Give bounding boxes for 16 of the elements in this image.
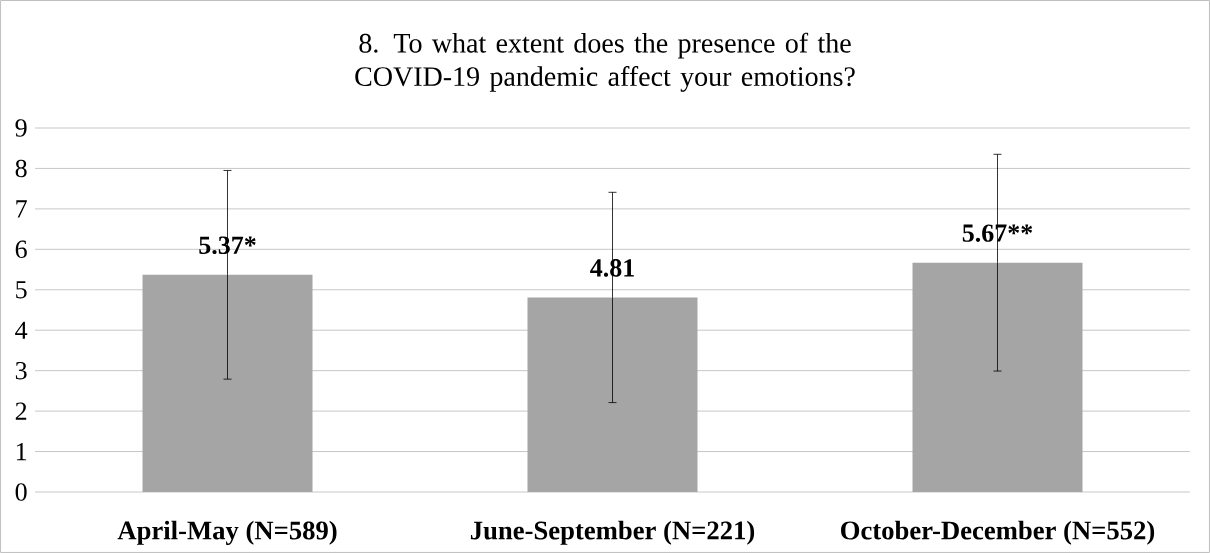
x-tick-label: October-December (N=552) [841, 520, 1155, 545]
chart-title: 8. To what extent does the presence of the COVID-19 pandemic affect your emotions? [355, 32, 855, 92]
y-tick-label: 0 [15, 483, 27, 501]
y-tick-label: 1 [16, 442, 27, 461]
y-tick-label: 9 [15, 119, 27, 137]
bar [142, 274, 313, 492]
y-tick-label: 8 [15, 159, 27, 178]
x-tick-label: June-September (N=221) [470, 520, 755, 545]
y-tick-label: 7 [16, 200, 27, 218]
bar [912, 262, 1083, 492]
x-tick-label: April-May (N=589) [117, 520, 337, 545]
y-tick-label: 3 [15, 361, 27, 380]
y-tick-label: 6 [15, 240, 27, 259]
y-tick-label: 2 [15, 402, 27, 420]
y-tick-label: 5 [16, 281, 27, 299]
y-tick-label: 4 [15, 321, 28, 339]
